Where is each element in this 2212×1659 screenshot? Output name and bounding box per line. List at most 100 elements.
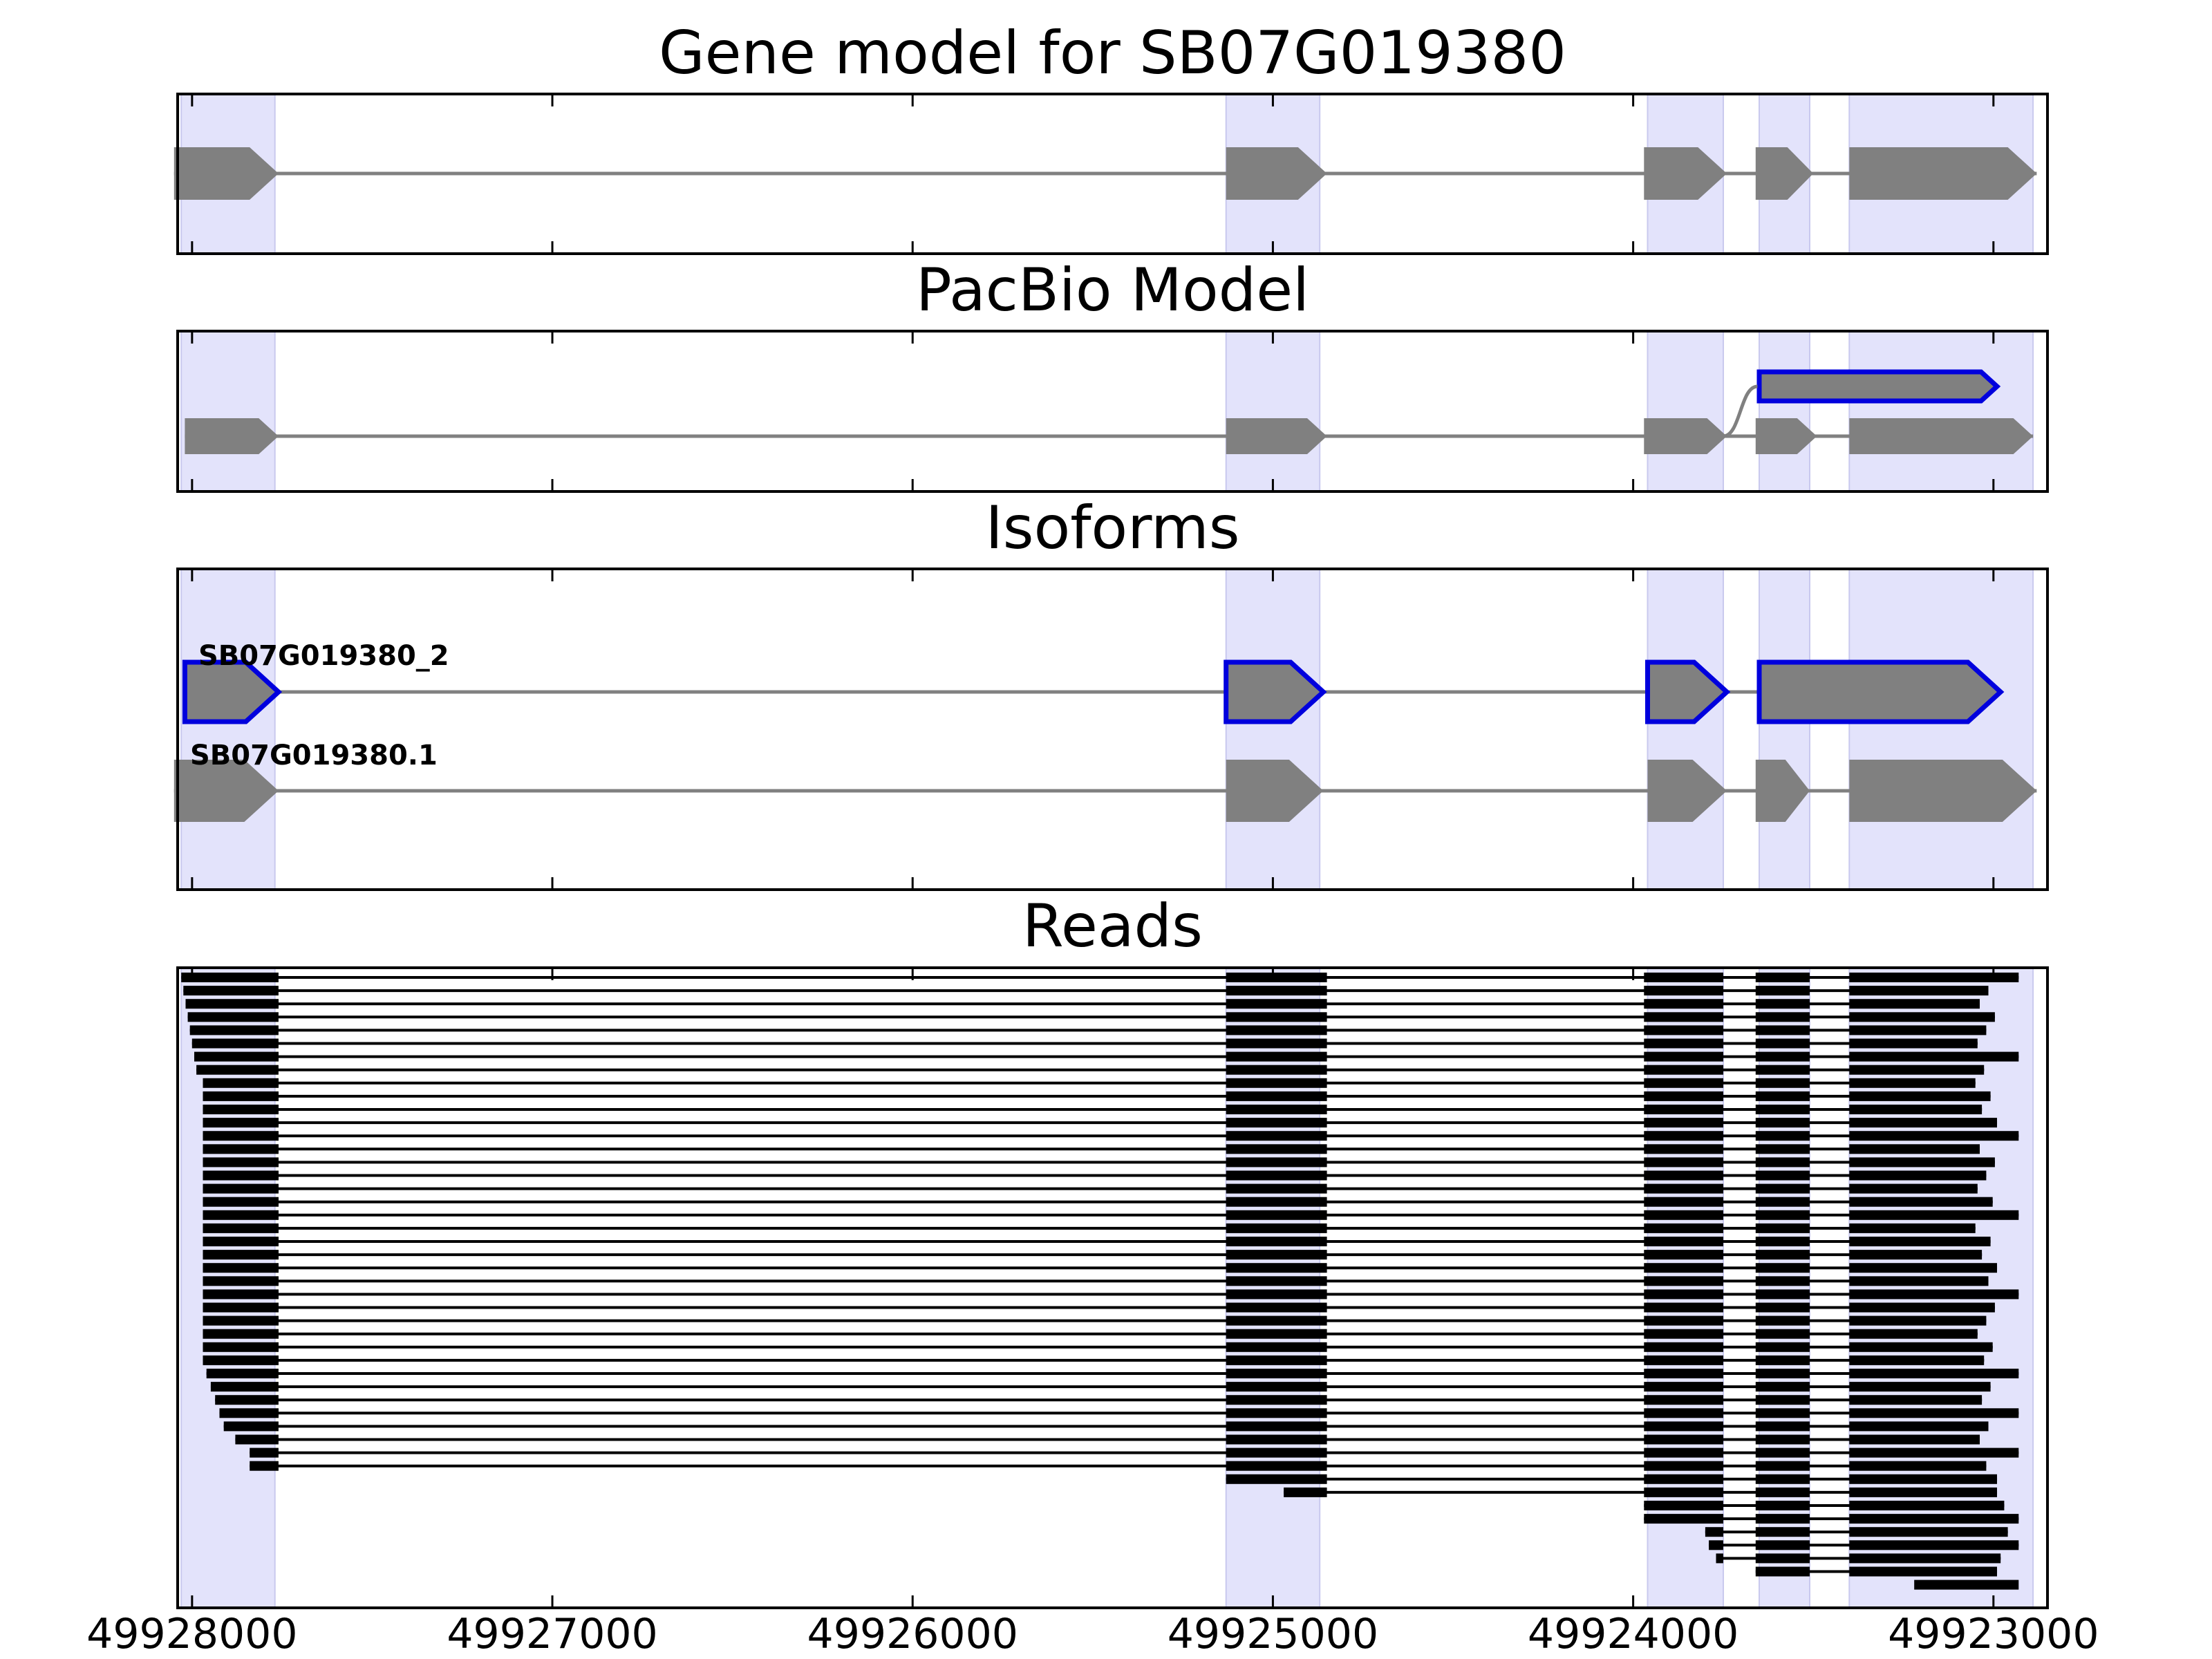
read-exon-block	[1755, 1382, 1810, 1392]
read-exon-block	[1226, 1144, 1327, 1154]
read-exon-block	[1644, 1012, 1723, 1022]
read-exon-block	[1644, 1408, 1723, 1418]
read-exon-block	[203, 1263, 279, 1273]
read-exon-block	[1849, 1329, 1978, 1339]
read-exon-block	[1644, 1025, 1723, 1035]
read-exon-block	[1755, 1434, 1810, 1445]
exon-highlight-band	[1848, 330, 2034, 492]
read-exon-block	[1644, 1289, 1723, 1300]
read-exon-block	[1849, 1012, 1995, 1022]
read-exon-block	[1755, 1065, 1810, 1075]
exon-highlight-band	[1647, 967, 1724, 1609]
read-exon-block	[1849, 1566, 1997, 1577]
read-exon-block	[1644, 1355, 1723, 1365]
read-exon-block	[1644, 1302, 1723, 1313]
read-exon-block	[1644, 1461, 1723, 1471]
read-exon-block	[250, 1447, 279, 1458]
exon-highlight-band	[1225, 967, 1321, 1609]
read-exon-block	[1226, 1461, 1327, 1471]
gene-model-panel: Gene model for SB07G019380	[174, 19, 2049, 255]
reads-title: Reads	[1022, 892, 1203, 961]
read-exon-block	[1755, 1012, 1810, 1022]
read-exon-block	[203, 1078, 279, 1088]
read-exon-block	[1849, 1276, 1989, 1286]
read-exon-block	[1226, 1183, 1327, 1194]
read-exon-block	[1226, 1237, 1327, 1246]
read-exon-block	[189, 1025, 279, 1035]
read-exon-block	[1644, 1197, 1723, 1207]
read-exon-block	[1849, 973, 2019, 982]
read-exon-block	[1849, 1065, 1985, 1075]
read-exon-block	[203, 1237, 279, 1246]
exon-highlight-band	[1759, 568, 1810, 890]
read-exon-block	[203, 1170, 279, 1181]
read-exon-block	[1755, 1315, 1810, 1326]
read-exon-block	[1644, 1091, 1723, 1101]
read-exon-block	[1644, 1382, 1723, 1392]
read-exon-block	[1849, 1434, 1980, 1445]
read-exon-block	[1755, 1461, 1810, 1471]
read-exon-block	[1849, 1342, 1993, 1352]
read-exon-block	[1914, 1580, 2019, 1590]
read-exon-block	[1644, 1065, 1723, 1075]
read-exon-block	[1849, 1408, 2019, 1418]
read-exon-block	[1644, 1329, 1723, 1339]
read-exon-block	[196, 1065, 279, 1075]
read-exon-block	[1226, 1474, 1327, 1484]
read-exon-block	[1755, 1105, 1810, 1114]
read-exon-block	[1226, 1329, 1327, 1339]
read-exon-block	[1226, 986, 1327, 996]
read-exon-block	[1755, 1395, 1810, 1405]
plot-frame	[176, 93, 2049, 255]
read-exon-block	[1226, 1421, 1327, 1432]
read-exon-block	[219, 1408, 279, 1418]
read-exon-block	[194, 1051, 279, 1062]
read-exon-block	[1849, 1118, 1997, 1128]
read-exon-block	[1755, 1355, 1810, 1365]
isoforms-panel: SB07G019380_2 SB07G019380.1 Isoforms	[174, 494, 2049, 891]
read-exon-block	[203, 1091, 279, 1101]
read-exon-block	[1755, 1487, 1810, 1497]
read-exon-block	[1644, 1170, 1723, 1181]
read-exon-block	[1644, 1487, 1723, 1497]
read-exon-block	[1755, 1250, 1810, 1260]
read-exon-block	[1226, 1051, 1327, 1062]
read-exon-block	[1644, 1421, 1723, 1432]
read-exon-block	[1644, 1223, 1723, 1233]
read-exon-block	[206, 1369, 279, 1378]
exon-highlight-band	[180, 330, 276, 492]
read-exon-block	[1226, 1078, 1327, 1088]
read-exon-block	[1755, 1421, 1810, 1432]
read-exon-block	[183, 986, 279, 996]
read-exon-block	[1226, 1091, 1327, 1101]
read-exon-block	[203, 1250, 279, 1260]
read-exon-block	[1755, 1025, 1810, 1035]
read-exon-block	[1755, 1144, 1810, 1154]
read-exon-block	[223, 1421, 279, 1432]
read-exon-block	[1644, 1131, 1723, 1141]
exon-shape	[174, 147, 279, 200]
exon-shape	[1226, 147, 1327, 200]
read-exon-block	[1716, 1553, 1723, 1564]
read-exon-block	[1755, 1553, 1810, 1564]
read-exon-block	[1849, 1223, 1976, 1233]
read-exon-block	[1644, 1157, 1723, 1168]
plot-frame	[176, 966, 2049, 1609]
read-exon-block	[1226, 1118, 1327, 1128]
read-exon-block	[1705, 1527, 1723, 1537]
read-exon-block	[1755, 1263, 1810, 1273]
read-exon-block	[1226, 1434, 1327, 1445]
read-exon-block	[1849, 1170, 1987, 1181]
read-exon-block	[1644, 1078, 1723, 1088]
read-exon-block	[1849, 1501, 2005, 1510]
read-exon-block	[1226, 1105, 1327, 1114]
read-exon-block	[1644, 1263, 1723, 1273]
read-exon-block	[1849, 1197, 1993, 1207]
read-exon-block	[1644, 1315, 1723, 1326]
read-exon-block	[1755, 1447, 1810, 1458]
read-exon-block	[1849, 1369, 2019, 1378]
read-exon-block	[1849, 999, 1980, 1009]
read-exon-block	[1755, 1183, 1810, 1194]
read-exon-block	[1755, 1276, 1810, 1286]
read-exon-block	[250, 1461, 279, 1471]
